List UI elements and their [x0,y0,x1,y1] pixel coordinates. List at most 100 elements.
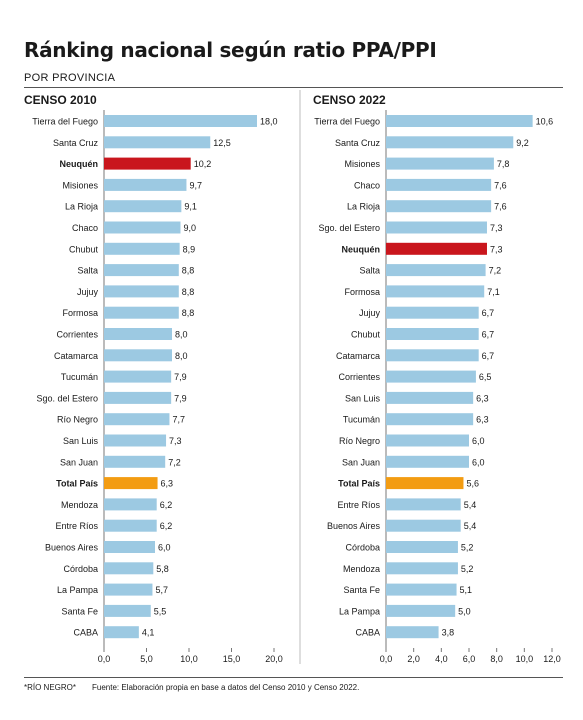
value-label: 8,8 [182,266,195,276]
bar [386,498,461,511]
bar [104,178,187,191]
chart-title: Ránking nacional según ratio PPA/PPI [24,38,437,62]
bar [386,242,487,255]
bar [104,306,179,319]
bar [386,264,486,277]
category-label: La Pampa [57,585,98,595]
value-label: 6,0 [472,457,485,467]
bar [386,178,492,191]
bar [104,264,179,277]
category-label: Salta [359,266,380,276]
bar [386,285,485,298]
category-label: Tierra del Fuego [32,117,98,127]
category-label: Córdoba [63,564,98,574]
x-tick-label: 6,0 [463,654,476,664]
value-label: 8,0 [175,351,188,361]
category-label: San Luis [345,393,381,403]
value-label: 7,2 [168,457,181,467]
category-label: CABA [73,628,98,638]
value-label: 5,5 [154,606,167,616]
category-label: Tucumán [61,372,98,382]
bar [386,200,492,213]
category-label: Chubut [69,244,99,254]
value-label: 6,7 [482,330,495,340]
category-label: Tierra del Fuego [314,117,380,127]
bottom-divider [24,677,563,678]
bar [104,413,170,426]
category-label: Total País [56,479,98,489]
bar [104,626,139,639]
value-label: 6,7 [482,351,495,361]
bar [104,583,153,596]
category-label: Neuquén [59,159,98,169]
bar [104,242,180,255]
bar [386,391,474,404]
value-label: 5,1 [460,585,473,595]
category-label: Total País [338,479,380,489]
category-label: Misiones [62,180,98,190]
x-tick-label: 5,0 [140,654,153,664]
bar [104,115,257,127]
panel-title: CENSO 2022 [313,93,386,107]
value-label: 10,6 [536,117,554,127]
category-label: Mendoza [61,500,98,510]
value-label: 6,3 [476,415,489,425]
value-label: 7,2 [489,266,502,276]
bar [386,455,469,468]
value-label: 9,1 [184,202,197,212]
x-tick-label: 10,0 [516,654,534,664]
value-label: 3,8 [442,628,455,638]
category-label: Catamarca [54,351,98,361]
bar [386,583,457,596]
bar [104,285,179,298]
bar [104,519,157,532]
x-tick-label: 0,0 [380,654,393,664]
value-label: 5,7 [155,585,168,595]
bar [386,434,469,447]
x-tick-label: 10,0 [180,654,198,664]
x-tick-label: 12,0 [543,654,561,664]
bar [386,221,487,234]
category-label: Chubut [351,330,381,340]
category-label: Catamarca [336,351,380,361]
category-label: Chaco [354,180,380,190]
category-label: San Juan [342,457,380,467]
x-tick-label: 0,0 [98,654,111,664]
x-tick-label: 2,0 [407,654,420,664]
category-label: Jujuy [359,308,381,318]
category-label: Mendoza [343,564,380,574]
value-label: 7,9 [174,393,187,403]
value-label: 6,2 [160,521,173,531]
value-label: 7,6 [494,180,507,190]
category-label: La Rioja [65,202,98,212]
category-label: Santa Fe [61,606,98,616]
category-label: Buenos Aires [45,543,99,553]
bar [104,157,191,170]
category-label: La Rioja [347,202,380,212]
category-label: Córdoba [345,543,380,553]
value-label: 18,0 [260,117,278,127]
value-label: 7,6 [494,202,507,212]
value-label: 9,2 [516,138,529,148]
value-label: 5,2 [461,564,474,574]
value-label: 6,0 [472,436,485,446]
value-label: 5,6 [466,479,479,489]
bar [104,455,166,468]
category-label: Salta [77,266,98,276]
bar [386,604,456,617]
bar [104,221,181,234]
bar [386,136,514,149]
value-label: 8,8 [182,287,195,297]
bar [386,519,461,532]
bar [104,370,172,383]
value-label: 12,5 [213,138,231,148]
value-label: 5,0 [458,606,471,616]
value-label: 6,7 [482,308,495,318]
category-label: Chaco [72,223,98,233]
value-label: 5,4 [464,500,477,510]
category-label: Formosa [62,308,98,318]
category-label: Santa Cruz [335,138,381,148]
value-label: 8,0 [175,330,188,340]
value-label: 8,9 [183,244,196,254]
category-label: Formosa [344,287,380,297]
